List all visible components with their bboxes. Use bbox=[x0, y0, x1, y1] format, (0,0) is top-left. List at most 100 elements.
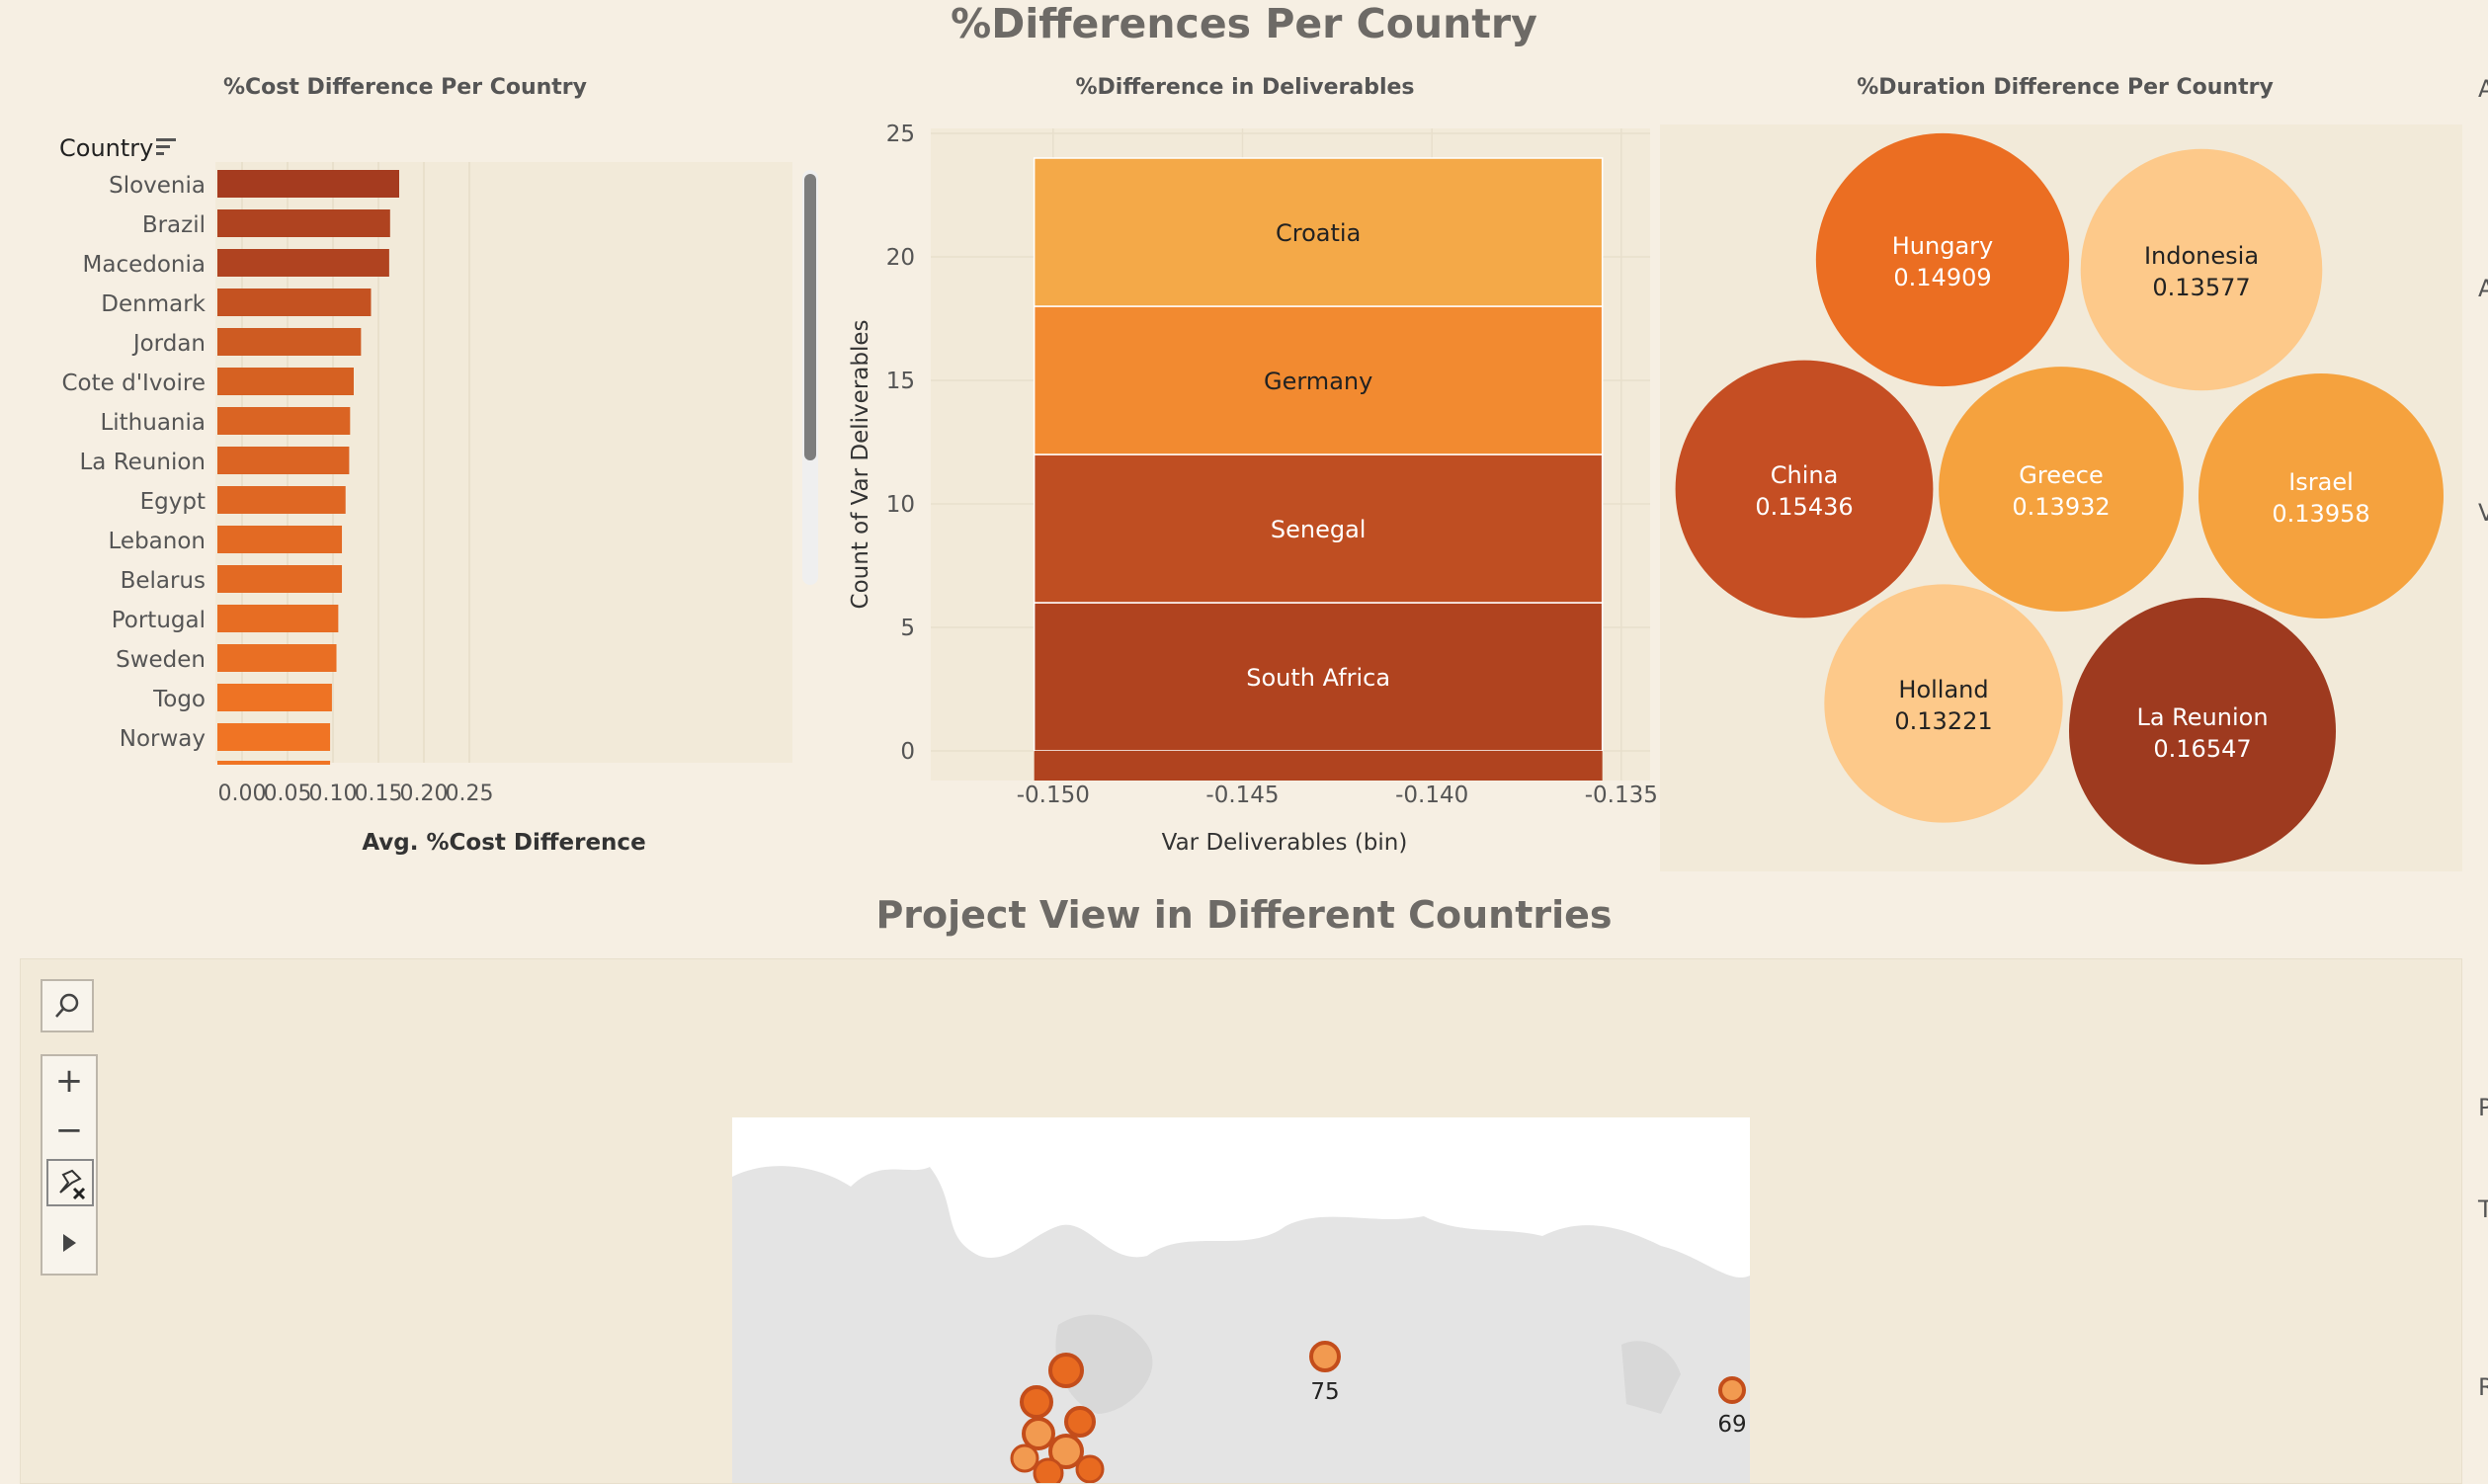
map-marker[interactable] bbox=[1022, 1417, 1055, 1450]
row-header-country[interactable]: Country bbox=[59, 134, 153, 162]
cost-bar[interactable] bbox=[217, 289, 372, 316]
world-map[interactable]: 75 69 bbox=[732, 1117, 1750, 1483]
scrollbar-thumb[interactable] bbox=[804, 174, 816, 460]
deliverables-x-tick: -0.150 bbox=[1017, 783, 1090, 808]
edge-label: P bbox=[2478, 1094, 2488, 1121]
cost-category-label: Lebanon bbox=[109, 529, 206, 554]
duration-bubble[interactable] bbox=[1824, 584, 2063, 823]
map-marker[interactable] bbox=[1010, 1443, 1039, 1473]
map-label-75: 75 bbox=[1310, 1379, 1339, 1405]
map-marker[interactable] bbox=[1075, 1454, 1105, 1483]
cost-bar[interactable] bbox=[217, 486, 346, 514]
map-marker[interactable] bbox=[1033, 1457, 1064, 1483]
cost-category-label: Denmark bbox=[101, 291, 206, 317]
bubble-country-label: Indonesia bbox=[2144, 242, 2259, 270]
cost-category-label: Lithuania bbox=[100, 410, 206, 436]
cost-x-tick: 0.25 bbox=[446, 782, 494, 806]
land-europe bbox=[1055, 1314, 1153, 1414]
land-mass bbox=[732, 1166, 1750, 1483]
duration-bubble[interactable] bbox=[2069, 598, 2336, 865]
zoom-out-button[interactable]: − bbox=[42, 1106, 96, 1155]
map-marker-75[interactable] bbox=[1309, 1341, 1341, 1372]
play-button[interactable] bbox=[42, 1218, 96, 1268]
duration-bubble-chart: Hungary 0.14909 Indonesia 0.13577 China 0.154… bbox=[1660, 124, 2462, 871]
deliverables-segment-label: South Africa bbox=[1246, 664, 1390, 692]
deliverables-y-tick: 15 bbox=[886, 369, 915, 394]
cost-bar[interactable] bbox=[217, 249, 389, 277]
duration-bubble[interactable] bbox=[1939, 367, 2184, 612]
deliverables-x-ticks: -0.150 -0.145 -0.140 -0.135 bbox=[1017, 783, 1658, 808]
deliverables-x-tick: -0.145 bbox=[1205, 783, 1279, 808]
cost-bar[interactable] bbox=[217, 407, 351, 435]
cost-category-label: Egypt bbox=[140, 489, 206, 515]
cost-bar[interactable] bbox=[217, 328, 362, 356]
project-view-title: Project View in Different Countries bbox=[875, 893, 1613, 937]
duration-chart-title: %Duration Difference Per Country bbox=[1857, 75, 2274, 100]
cost-bar[interactable] bbox=[217, 684, 332, 711]
deliverables-segment[interactable] bbox=[1033, 453, 1604, 604]
map-marker[interactable] bbox=[1048, 1353, 1084, 1388]
cost-category-label: Norway bbox=[120, 726, 206, 752]
cost-bar[interactable] bbox=[217, 644, 337, 672]
edge-label: T bbox=[2478, 1195, 2488, 1223]
cost-x-tick: 0.20 bbox=[400, 782, 449, 806]
cost-category-label: Macedonia bbox=[83, 252, 206, 278]
edge-label: R bbox=[2478, 1373, 2488, 1401]
bubble-value-label: 0.13577 bbox=[2152, 274, 2250, 301]
cost-category-label: La Reunion bbox=[79, 450, 206, 475]
sort-icon[interactable] bbox=[156, 138, 176, 155]
bubble-value-label: 0.15436 bbox=[1755, 493, 1853, 521]
cost-bar-partial bbox=[217, 761, 331, 765]
map-panel[interactable]: + − 75 69 bbox=[20, 958, 2462, 1484]
cost-bar[interactable] bbox=[217, 170, 399, 198]
cost-category-label: Togo bbox=[152, 687, 206, 712]
deliverables-x-tick: -0.135 bbox=[1585, 783, 1658, 808]
duration-bubbles: Hungary 0.14909 Indonesia 0.13577 China 0.154… bbox=[1675, 132, 2444, 865]
map-marker-69[interactable] bbox=[1718, 1376, 1746, 1404]
cost-bar[interactable] bbox=[217, 209, 390, 237]
map-marker[interactable] bbox=[1064, 1406, 1096, 1438]
bubble-country-label: Greece bbox=[2019, 461, 2103, 489]
cost-x-tick: 0.15 bbox=[355, 782, 403, 806]
bubble-country-label: Holland bbox=[1898, 676, 1988, 703]
zoom-in-button[interactable]: + bbox=[42, 1056, 96, 1106]
deliverables-segments: South Africa Senegal Germany Croatia bbox=[1033, 157, 1604, 781]
deliverables-y-tick: 20 bbox=[886, 245, 915, 271]
cost-bar-chart: Slovenia Brazil Macedonia Denmark Jordan Cote… bbox=[59, 134, 818, 856]
deliverables-segment[interactable] bbox=[1033, 157, 1604, 307]
cost-x-tick: 0.00 bbox=[218, 782, 267, 806]
deliverables-segment-label: Germany bbox=[1264, 368, 1372, 395]
edge-label: V bbox=[2478, 499, 2488, 527]
deliverables-x-axis-label: Var Deliverables (bin) bbox=[1162, 830, 1408, 856]
map-marker[interactable] bbox=[1048, 1434, 1084, 1469]
bubble-country-label: Israel bbox=[2288, 468, 2354, 496]
duration-bubble[interactable] bbox=[1815, 132, 2070, 387]
cost-x-tick: 0.05 bbox=[264, 782, 312, 806]
duration-bubble[interactable] bbox=[2080, 148, 2323, 391]
cost-chart-title: %Cost Difference Per Country bbox=[222, 75, 588, 100]
cost-bar[interactable] bbox=[217, 447, 350, 474]
map-search-button[interactable] bbox=[41, 979, 94, 1032]
deliverables-segment[interactable] bbox=[1033, 602, 1604, 752]
duration-bubble[interactable] bbox=[1675, 360, 1934, 618]
pin-icon bbox=[59, 1169, 86, 1200]
cost-bar[interactable] bbox=[217, 605, 339, 632]
deliverables-segment[interactable] bbox=[1033, 305, 1604, 455]
deliverables-y-axis-label: Count of Var Deliverables bbox=[848, 320, 873, 610]
pin-button[interactable] bbox=[46, 1159, 94, 1206]
cost-bar[interactable] bbox=[217, 565, 343, 593]
deliverables-y-tick: 5 bbox=[900, 616, 915, 641]
cost-bar[interactable] bbox=[217, 723, 331, 751]
duration-bubble[interactable] bbox=[2198, 373, 2444, 618]
cost-category-labels: Slovenia Brazil Macedonia Denmark Jordan Cote… bbox=[62, 173, 207, 752]
bubble-value-label: 0.16547 bbox=[2153, 735, 2251, 763]
cost-bar[interactable] bbox=[217, 368, 354, 395]
deliverables-segment-label: Senegal bbox=[1271, 516, 1367, 543]
cost-x-tick: 0.10 bbox=[309, 782, 358, 806]
cost-category-label: Belarus bbox=[121, 568, 206, 594]
map-marker[interactable] bbox=[1020, 1385, 1053, 1419]
deliverables-y-tick: 10 bbox=[886, 492, 915, 518]
cost-bar[interactable] bbox=[217, 526, 343, 553]
map-markers bbox=[1010, 1341, 1746, 1483]
cost-category-label: Brazil bbox=[142, 212, 206, 238]
